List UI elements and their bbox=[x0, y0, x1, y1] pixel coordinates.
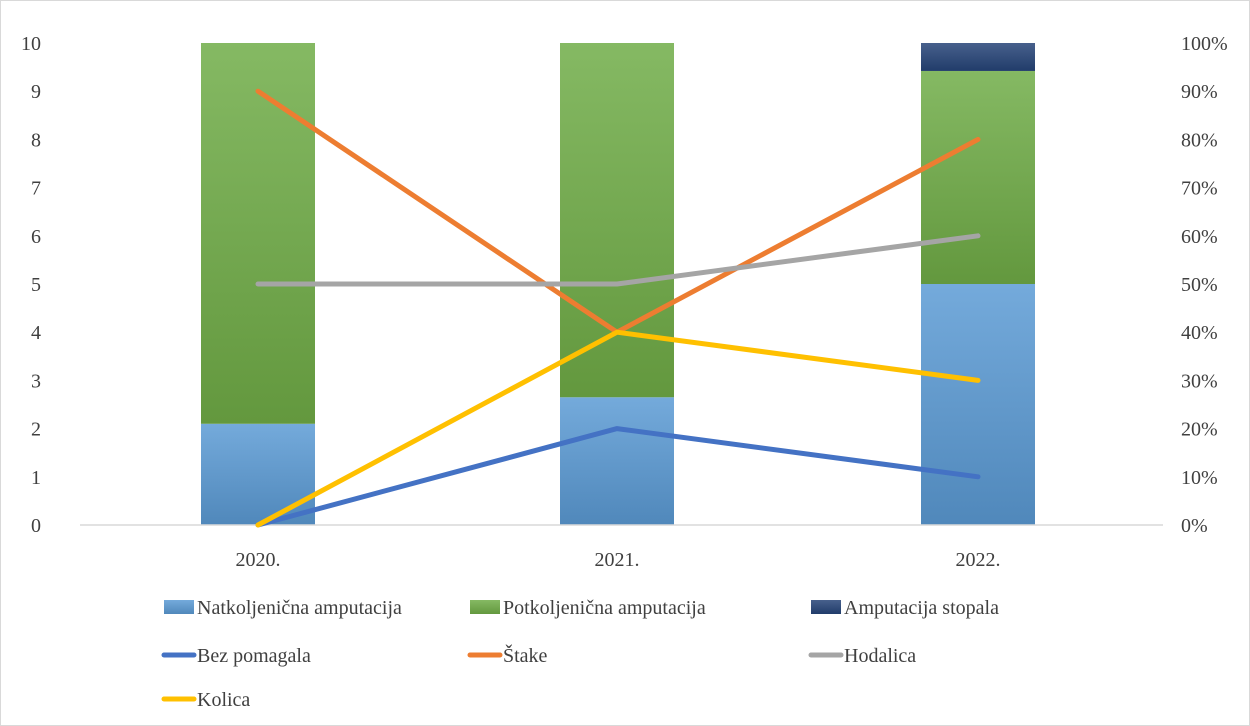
y-left-tick-label: 5 bbox=[31, 274, 41, 296]
y-right-tick-label: 60% bbox=[1181, 226, 1218, 248]
y-left-tick-label: 1 bbox=[31, 467, 41, 489]
y-right-tick-label: 20% bbox=[1181, 419, 1218, 441]
legend-item-natkoljenicna-amputacija: Natkoljenična amputacija bbox=[164, 597, 402, 619]
legend-label: Kolica bbox=[197, 689, 250, 711]
legend-swatch bbox=[164, 600, 194, 614]
legend-item-hodalica: Hodalica bbox=[808, 645, 916, 667]
bar-amputacija-stopala-2022 bbox=[921, 43, 1035, 71]
legend-label: Amputacija stopala bbox=[844, 597, 999, 619]
bar-natkoljenicna-amputacija-2022 bbox=[921, 284, 1035, 525]
line-kolica bbox=[255, 329, 981, 528]
lines-layer bbox=[255, 88, 981, 528]
y-left-tick-label: 3 bbox=[31, 370, 41, 392]
y-right-tick-label: 40% bbox=[1181, 322, 1218, 344]
y-right-tick-label: 100% bbox=[1181, 33, 1228, 55]
y-left-tick-label: 10 bbox=[21, 33, 41, 55]
bar-potkoljenicna-amputacija-2020 bbox=[201, 43, 315, 424]
x-tick-label: 2020. bbox=[236, 549, 281, 571]
legend: Natkoljenična amputacija Potkoljenična am… bbox=[161, 597, 999, 711]
y-right-tick-label: 90% bbox=[1181, 81, 1218, 103]
y-axis-left: 0 1 2 3 4 5 6 7 8 9 10 bbox=[21, 33, 41, 537]
bar-natkoljenicna-amputacija-2020 bbox=[201, 423, 315, 525]
legend-label: Štake bbox=[503, 643, 548, 667]
bar-natkoljenicna-amputacija-2021 bbox=[560, 397, 674, 525]
line-hodalica bbox=[255, 233, 981, 287]
bar-potkoljenicna-amputacija-2021 bbox=[560, 43, 674, 398]
legend-item-kolica: Kolica bbox=[161, 689, 250, 711]
y-right-tick-label: 10% bbox=[1181, 467, 1218, 489]
y-right-tick-label: 50% bbox=[1181, 274, 1218, 296]
y-left-tick-label: 8 bbox=[31, 129, 41, 151]
legend-label: Natkoljenična amputacija bbox=[197, 597, 402, 619]
legend-swatch bbox=[470, 600, 500, 614]
legend-label: Bez pomagala bbox=[197, 645, 311, 667]
x-axis: 2020. 2021. 2022. bbox=[236, 549, 1001, 571]
y-left-tick-label: 6 bbox=[31, 226, 41, 248]
legend-item-potkoljenicna-amputacija: Potkoljenična amputacija bbox=[470, 597, 706, 619]
line-bez-pomagala bbox=[255, 426, 981, 528]
legend-item-amputacija-stopala: Amputacija stopala bbox=[811, 597, 999, 619]
y-axis-right: 0% 10% 20% 30% 40% 50% 60% 70% 80% 90% 100% bbox=[1181, 33, 1228, 537]
y-left-tick-label: 2 bbox=[31, 419, 41, 441]
y-left-tick-label: 0 bbox=[31, 515, 41, 537]
x-tick-label: 2021. bbox=[595, 549, 640, 571]
legend-label: Hodalica bbox=[844, 645, 916, 667]
legend-swatch bbox=[811, 600, 841, 614]
y-left-tick-label: 7 bbox=[31, 178, 41, 200]
bar-potkoljenicna-amputacija-2022 bbox=[921, 70, 1035, 285]
y-left-tick-label: 4 bbox=[31, 322, 41, 344]
legend-item-bez-pomagala: Bez pomagala bbox=[161, 645, 311, 667]
legend-label: Potkoljenična amputacija bbox=[503, 597, 706, 619]
y-right-tick-label: 80% bbox=[1181, 129, 1218, 151]
legend-item-stake: Štake bbox=[467, 643, 548, 667]
y-right-tick-label: 70% bbox=[1181, 178, 1218, 200]
y-right-tick-label: 30% bbox=[1181, 370, 1218, 392]
y-left-tick-label: 9 bbox=[31, 81, 41, 103]
bars-layer bbox=[201, 43, 1035, 525]
x-tick-label: 2022. bbox=[956, 549, 1001, 571]
y-right-tick-label: 0% bbox=[1181, 515, 1208, 537]
